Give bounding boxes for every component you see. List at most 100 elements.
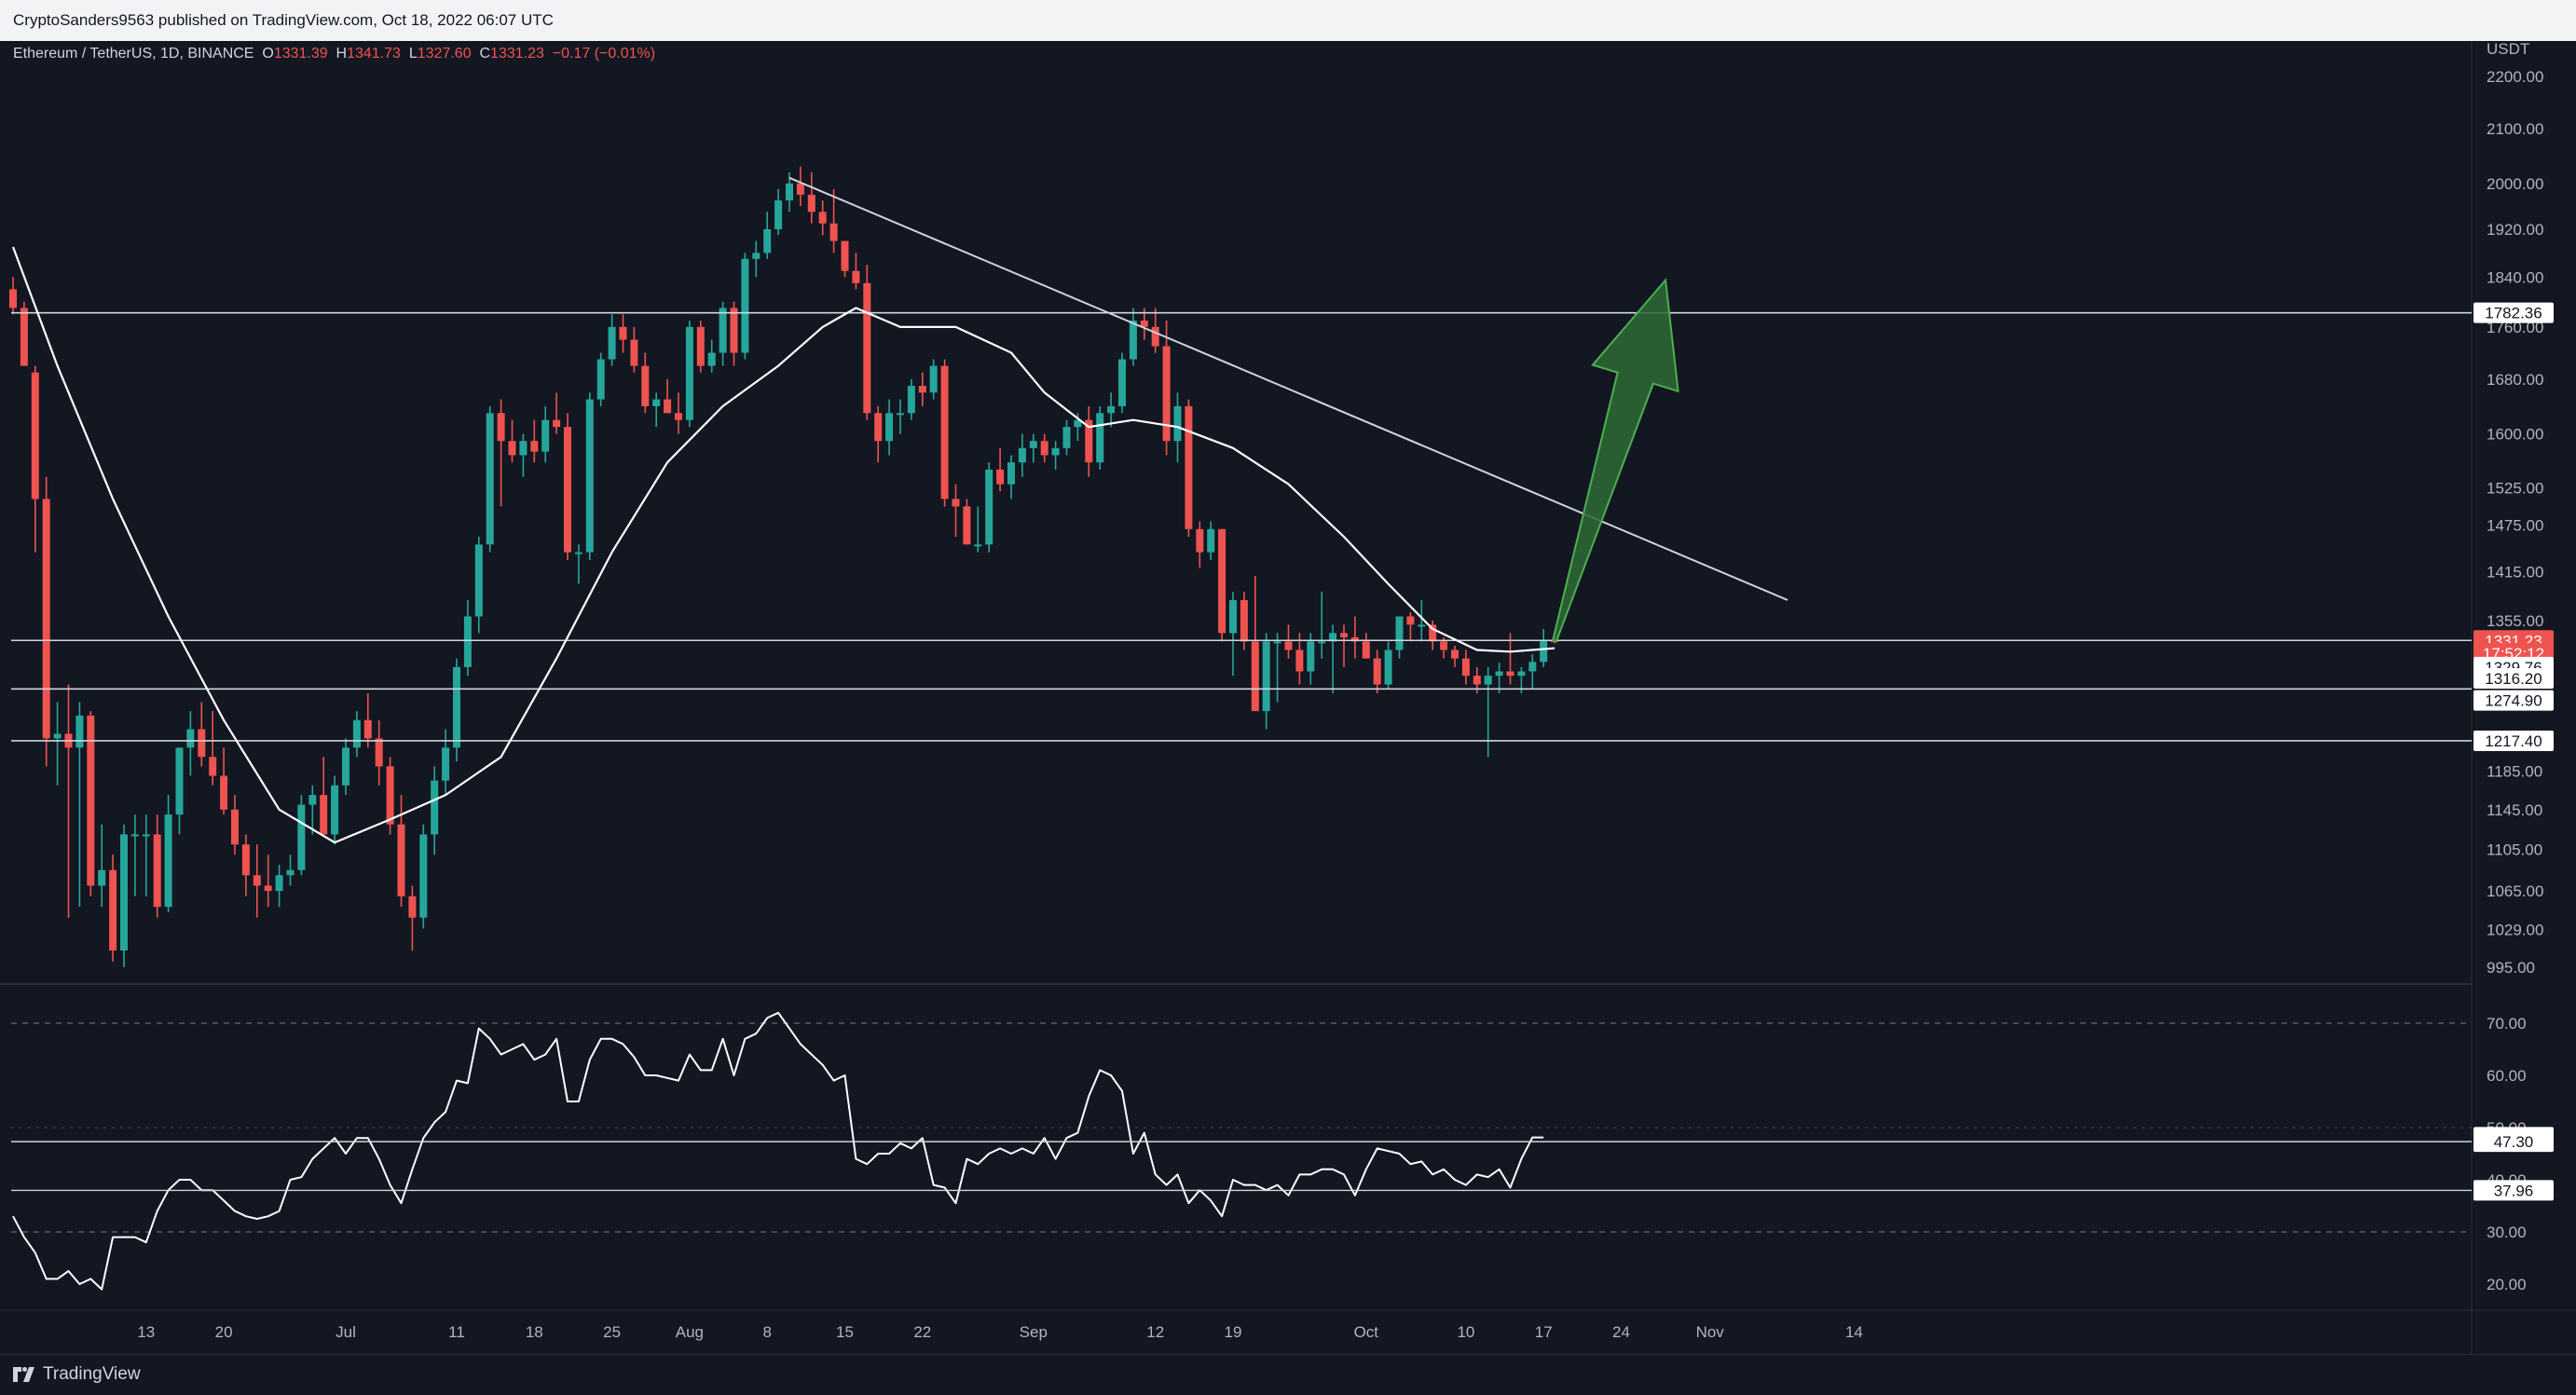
price-tick-label: 1680.00 <box>2487 371 2543 389</box>
time-tick-label: 14 <box>1845 1323 1863 1341</box>
candle-body <box>1240 599 1248 642</box>
candle-body <box>1273 641 1281 644</box>
candle-body <box>1329 633 1337 642</box>
open-label: O <box>262 46 273 62</box>
time-tick-label: Aug <box>676 1323 704 1341</box>
publish-header: CryptoSanders9563 published on TradingVi… <box>0 0 2576 41</box>
candle-body <box>75 715 84 748</box>
close-value: 1331.23 <box>490 46 553 62</box>
candle-body <box>1484 676 1492 685</box>
candle-body <box>1074 419 1082 428</box>
candle-body <box>985 469 993 545</box>
candle-body <box>352 719 361 748</box>
candle-body <box>829 223 838 241</box>
candle-body <box>1506 671 1514 677</box>
candle-body <box>164 814 172 908</box>
candle-body <box>275 875 283 892</box>
low-value: 1327.60 <box>418 46 480 62</box>
candle-body <box>286 869 295 876</box>
candle-body <box>431 780 439 835</box>
time-tick-label: 13 <box>137 1323 155 1341</box>
candle-body <box>186 729 195 748</box>
candle-body <box>442 747 450 781</box>
candle-body <box>852 270 860 283</box>
candle-body <box>940 365 949 499</box>
candle-body <box>419 834 428 918</box>
candle-body <box>1118 359 1126 406</box>
candle-body <box>397 824 405 896</box>
price-axis-currency: USDT <box>2487 41 2529 58</box>
symbol-name: Ethereum / TetherUS, 1D, BINANCE <box>13 46 262 62</box>
candle-body <box>652 399 661 406</box>
candle-body <box>1129 321 1137 360</box>
candle-body <box>1085 419 1093 463</box>
price-tag-box <box>2473 667 2554 689</box>
price-tag-box <box>2473 690 2554 711</box>
moving-average-line <box>11 246 1555 844</box>
candle-body <box>1196 528 1204 553</box>
candle-body <box>707 352 716 366</box>
candle-body <box>929 365 938 393</box>
candle-body <box>1373 658 1381 685</box>
candle-body <box>796 183 804 195</box>
candle-body <box>863 282 871 414</box>
candle-body <box>1185 405 1193 529</box>
candle-body <box>320 795 328 835</box>
price-tick-label: 1029.00 <box>2487 922 2543 939</box>
symbol-legend: Ethereum / TetherUS, 1D, BINANCE O1331.3… <box>13 46 655 62</box>
candle-body <box>874 413 883 442</box>
candle-body <box>363 719 372 739</box>
price-tag-box <box>2473 730 2554 751</box>
price-tick-label: 2000.00 <box>2487 175 2543 193</box>
price-tag-label: 1782.36 <box>2485 305 2542 322</box>
candle-body <box>1162 346 1171 442</box>
time-tick-label: Jul <box>336 1323 356 1341</box>
high-value: 1341.73 <box>347 46 409 62</box>
series-layer <box>9 166 1559 1291</box>
oscillator-tick-label: 20.00 <box>2487 1276 2527 1293</box>
candle-body <box>175 747 184 815</box>
footer-bar: TradingView <box>0 1354 2576 1395</box>
oscillator-tick-label: 60.00 <box>2487 1067 2527 1085</box>
time-tick-label: 12 <box>1146 1323 1164 1341</box>
close-label: C <box>479 46 490 62</box>
candle-body <box>1528 662 1537 672</box>
candle-body <box>974 544 982 547</box>
chart-canvas[interactable]: 2200.002100.002000.001920.001840.001760.… <box>0 40 2576 1354</box>
candle-body <box>508 441 516 456</box>
candle-body <box>1540 640 1548 663</box>
candle-body <box>120 834 128 951</box>
price-tick-label: 1105.00 <box>2487 841 2542 859</box>
candle-body <box>719 308 727 353</box>
grid-layer <box>0 41 2576 1354</box>
candle-body <box>1362 641 1370 659</box>
tradingview-logo[interactable]: TradingView <box>13 1364 141 1385</box>
candle-body <box>963 506 971 545</box>
price-tick-label: 1475.00 <box>2487 517 2543 535</box>
candle-body <box>375 738 383 767</box>
candle-body <box>608 326 616 360</box>
candle-body <box>1140 321 1148 327</box>
candle-body <box>1040 441 1048 456</box>
oscillator-tag-label: 47.30 <box>2494 1133 2534 1151</box>
time-tick-label: Nov <box>1696 1323 1725 1341</box>
candle-body <box>1307 641 1315 672</box>
price-tick-label: 1920.00 <box>2487 221 2543 239</box>
chart-frame[interactable]: 2200.00 2100.00 2000.00 1920.00 1840.00 1760.… <box>0 40 2576 1354</box>
price-tick-label: 995.00 <box>2487 959 2535 977</box>
price-tag-box <box>2473 302 2554 323</box>
candle-body <box>1350 636 1359 642</box>
candle-body <box>1151 326 1159 347</box>
candle-body <box>1318 641 1326 644</box>
candle-body <box>1218 528 1226 634</box>
price-tick-label: 1065.00 <box>2487 882 2543 900</box>
axis-layer: 2200.002100.002000.001920.001840.001760.… <box>137 40 2554 1341</box>
candle-body <box>897 413 904 416</box>
candle-body <box>1173 405 1182 442</box>
candle-body <box>996 469 1005 485</box>
candle-body <box>87 715 95 886</box>
candle-body <box>1062 427 1071 448</box>
candle-body <box>786 183 793 201</box>
candle-body <box>220 775 228 810</box>
candle-body <box>1440 641 1448 650</box>
